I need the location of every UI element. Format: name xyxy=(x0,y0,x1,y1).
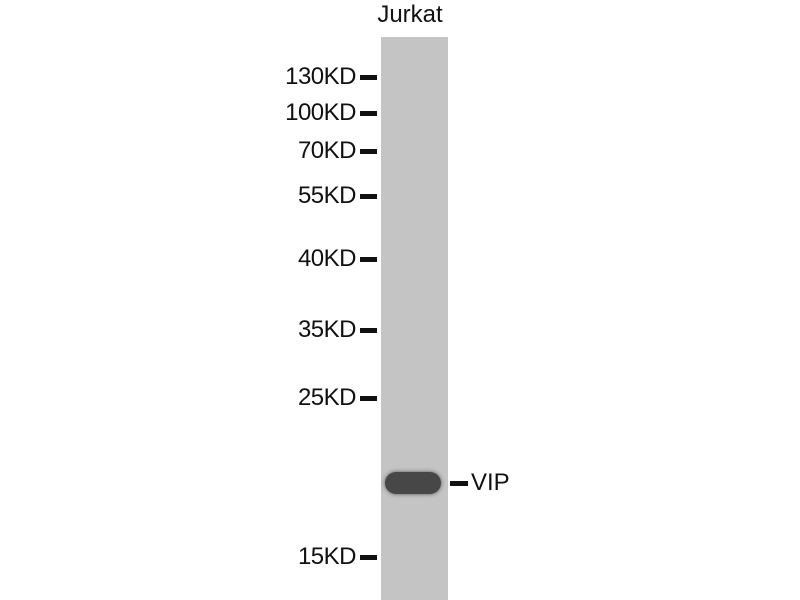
marker-label: 40KD xyxy=(297,245,357,272)
marker-tick xyxy=(360,555,377,560)
marker-130kd: 130KD xyxy=(200,62,377,92)
marker-label: 25KD xyxy=(297,384,357,411)
marker-70kd: 70KD xyxy=(200,136,377,166)
marker-25kd: 25KD xyxy=(200,383,377,413)
marker-label: 15KD xyxy=(297,543,357,570)
marker-tick xyxy=(360,149,377,154)
target-label: VIP xyxy=(471,469,510,496)
marker-35kd: 35KD xyxy=(200,315,377,345)
marker-tick xyxy=(360,194,377,199)
marker-15kd: 15KD xyxy=(200,542,377,572)
target-tick xyxy=(450,481,468,486)
marker-55kd: 55KD xyxy=(200,181,377,211)
marker-label: 100KD xyxy=(285,99,356,126)
marker-label: 35KD xyxy=(297,316,357,343)
marker-tick xyxy=(360,75,377,80)
marker-label: 130KD xyxy=(285,63,356,90)
marker-tick xyxy=(360,257,377,262)
marker-tick xyxy=(360,396,377,401)
marker-label: 55KD xyxy=(297,182,357,209)
marker-label: 70KD xyxy=(297,137,357,164)
blot-lane xyxy=(381,37,448,600)
marker-tick xyxy=(360,111,377,116)
marker-100kd: 100KD xyxy=(200,98,377,128)
lane-label-jurkat: Jurkat xyxy=(377,1,443,28)
protein-band-vip xyxy=(385,472,441,494)
marker-tick xyxy=(360,328,377,333)
marker-40kd: 40KD xyxy=(200,244,377,274)
